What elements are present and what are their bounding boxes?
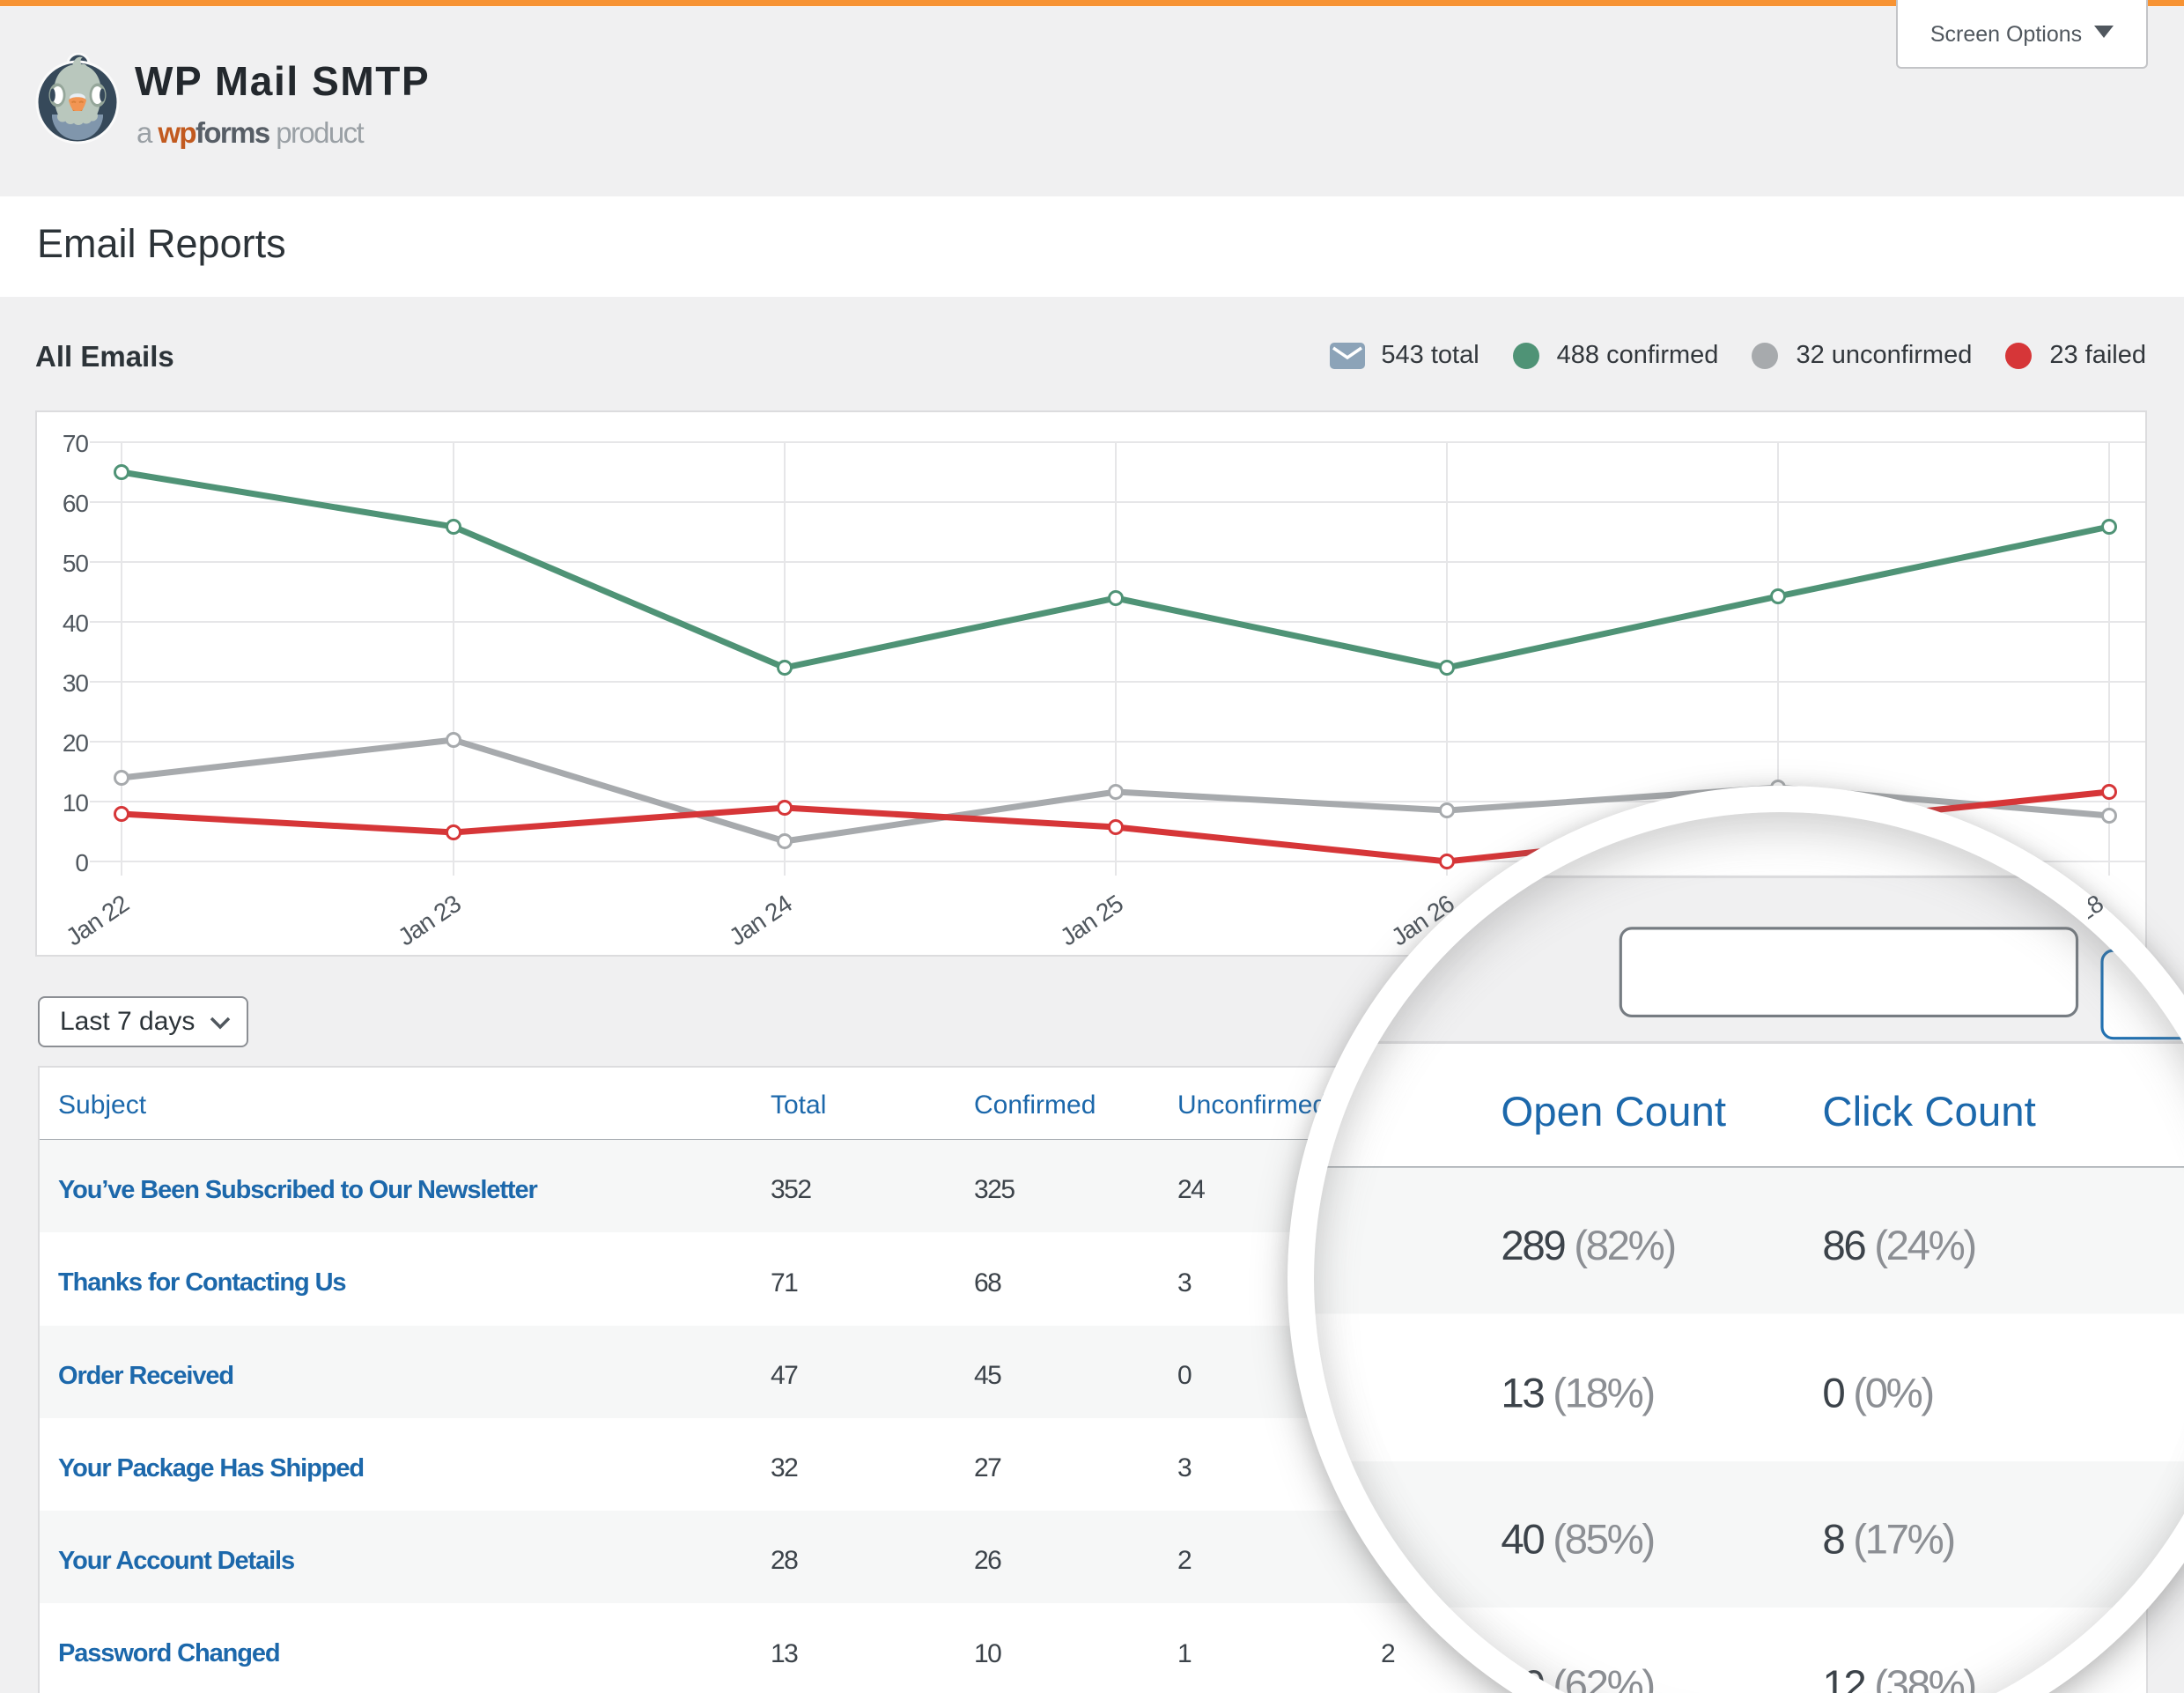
svg-text:50: 50 (63, 550, 89, 577)
svg-text:30: 30 (63, 669, 89, 697)
svg-text:60: 60 (63, 490, 89, 517)
svg-text:20: 20 (63, 729, 89, 757)
svg-text:70: 70 (63, 430, 89, 457)
svg-text:Jan 28: Jan 28 (2035, 890, 2107, 951)
svg-text:40: 40 (63, 610, 89, 637)
svg-text:10: 10 (63, 789, 89, 817)
svg-text:0: 0 (75, 849, 88, 876)
